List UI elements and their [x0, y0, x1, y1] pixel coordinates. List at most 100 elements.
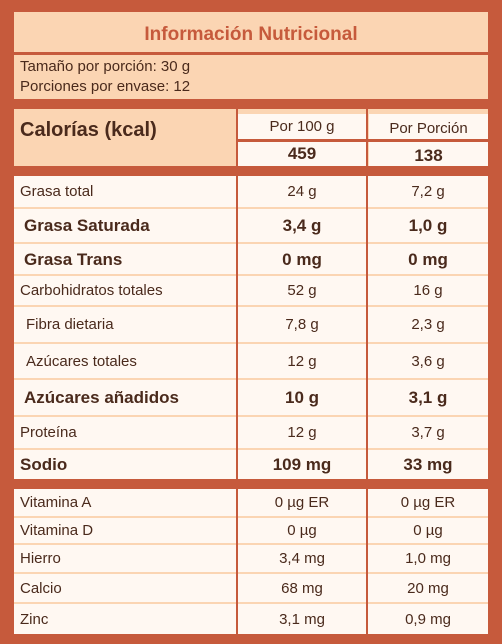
- bottom-border: [0, 634, 502, 644]
- title-divider: [14, 52, 488, 55]
- nutrient-row-name-cell: [14, 307, 236, 342]
- left-border: [0, 0, 14, 644]
- nutrient-row-per100-cell: [238, 417, 366, 448]
- nutrient-row-name-cell: [14, 450, 236, 479]
- nutrient-row-per100-value: 12 g: [287, 424, 317, 441]
- nutrient-row-name-cell: [14, 417, 236, 448]
- servings-per-container: Porciones por envase: 12: [20, 78, 191, 95]
- nutrient-row-per100-cell: [238, 276, 366, 305]
- nutrient-row-perserving-cell: [368, 344, 488, 378]
- nutrient-row-per100-value: 12 g: [287, 353, 317, 370]
- calories-label: Calorías (kcal): [20, 119, 157, 141]
- nutrient-row-name: Grasa Saturada: [24, 216, 150, 235]
- vitamin-row-per100-value: 0 µg ER: [274, 494, 330, 511]
- nutrient-row-per100-cell: [238, 380, 366, 415]
- perserving-header-cell: [369, 114, 488, 139]
- nutrient-row-name: Proteína: [20, 424, 77, 441]
- nutrient-row-per100-value: 109 mg: [272, 455, 332, 474]
- nutrient-row-perserving-cell: [368, 417, 488, 448]
- vitamin-row-perserving-value: 0 µg: [413, 522, 443, 539]
- nutrient-row-perserving-value: 3,6 g: [411, 353, 445, 370]
- nutrient-row-name-cell: [14, 276, 236, 305]
- nutrient-row-per100-cell: [238, 450, 366, 479]
- vitamin-row-per100-cell: [238, 518, 366, 543]
- nutrient-row-perserving-value: 7,2 g: [411, 183, 445, 200]
- vitamin-row-perserving-cell: [368, 518, 488, 543]
- calories-perserving: 138: [414, 146, 443, 165]
- nutrient-row-name-cell: [14, 380, 236, 415]
- nutrient-row-name-cell: [14, 244, 236, 274]
- vitamin-row-name: Vitamina A: [20, 494, 92, 511]
- per100-header-cell: [238, 114, 366, 139]
- nutrient-row-name-cell: [14, 209, 236, 242]
- column-divider-1: [236, 109, 238, 634]
- nutrient-row-perserving-value: 3,1 g: [408, 388, 448, 407]
- vitamin-row-name: Zinc: [20, 611, 49, 628]
- nutrient-row-per100-value: 0 mg: [282, 250, 322, 269]
- nutrient-row-perserving-cell: [368, 176, 488, 207]
- nutrient-row-per100-cell: [238, 307, 366, 342]
- vitamin-row-per100-cell: [238, 545, 366, 572]
- nutrient-row-perserving-value: 1,0 g: [408, 216, 448, 235]
- nutrient-row-perserving-cell: [368, 276, 488, 305]
- vitamin-row-per100-cell: [238, 489, 366, 516]
- nutrient-row-perserving-value: 2,3 g: [411, 316, 445, 333]
- right-border: [488, 0, 502, 644]
- nutrient-row-name: Azúcares totales: [26, 353, 137, 370]
- nutrient-row-perserving-cell: [368, 307, 488, 342]
- nutrient-row-name: Azúcares añadidos: [24, 388, 179, 407]
- vitamin-row-per100-value: 68 mg: [281, 580, 323, 597]
- nutrient-row-perserving-value: 16 g: [413, 282, 443, 299]
- nutrient-row-per100-cell: [238, 209, 366, 242]
- calories-header-divider: [238, 139, 488, 142]
- nutrient-row-per100-value: 24 g: [287, 183, 317, 200]
- nutrient-row-per100-value: 7,8 g: [285, 316, 319, 333]
- vitamin-row-perserving-cell: [368, 545, 488, 572]
- nutrient-row-perserving-cell: [368, 244, 488, 274]
- nutrient-row-perserving-value: 3,7 g: [411, 424, 445, 441]
- nutrient-row-per100-value: 3,4 g: [282, 216, 322, 235]
- per100-calories-cell: [238, 142, 366, 166]
- vitamin-row-perserving-cell: [368, 604, 488, 634]
- nutrient-row-name-cell: [14, 344, 236, 378]
- nutrient-row-per100-value: 52 g: [287, 282, 317, 299]
- column-divider-2: [366, 109, 368, 634]
- nutrient-row-perserving-cell: [368, 380, 488, 415]
- vitamin-row-name-cell: [14, 545, 236, 572]
- vitamin-row-per100-value: 3,4 mg: [279, 550, 325, 567]
- nutrient-row-name: Fibra dietaria: [26, 316, 114, 333]
- vitamins-divider: [14, 479, 488, 489]
- perserving-calories-cell: [369, 142, 488, 166]
- calories-per100: 459: [287, 144, 317, 163]
- vitamin-row-name: Vitamina D: [20, 522, 94, 539]
- nutrient-row-name: Grasa Trans: [24, 250, 123, 269]
- nutrient-row-name: Sodio: [20, 455, 68, 474]
- nutrient-row-perserving-value: 33 mg: [403, 455, 453, 474]
- label-title: Información Nutricional: [144, 24, 358, 45]
- perserving-header: Por Porción: [389, 120, 468, 137]
- nutrient-row-name: Grasa total: [20, 183, 94, 200]
- vitamin-row-per100-value: 3,1 mg: [279, 611, 325, 628]
- vitamin-row-per100-cell: [238, 604, 366, 634]
- vitamin-row-name: Hierro: [20, 550, 61, 567]
- nutrient-row-perserving-cell: [368, 209, 488, 242]
- top-border: [0, 0, 502, 12]
- vitamin-row-name-cell: [14, 574, 236, 602]
- vitamin-row-name: Calcio: [20, 580, 62, 597]
- vitamin-row-perserving-cell: [368, 574, 488, 602]
- vitamin-row-per100-cell: [238, 574, 366, 602]
- vitamin-row-perserving-cell: [368, 489, 488, 516]
- calories-divider: [14, 166, 488, 176]
- per100-header: Por 100 g: [269, 118, 335, 135]
- serving-size: Tamaño por porción: 30 g: [20, 58, 191, 75]
- nutrient-row-perserving-cell: [368, 450, 488, 479]
- nutrient-row-per100-cell: [238, 176, 366, 207]
- nutrient-row-per100-cell: [238, 344, 366, 378]
- vitamin-row-name-cell: [14, 604, 236, 634]
- nutrient-row-per100-cell: [238, 244, 366, 274]
- vitamin-row-name-cell: [14, 518, 236, 543]
- vitamin-row-perserving-value: 20 mg: [407, 580, 449, 597]
- nutrient-row-name: Carbohidratos totales: [20, 282, 163, 299]
- vitamin-row-perserving-value: 1,0 mg: [405, 550, 451, 567]
